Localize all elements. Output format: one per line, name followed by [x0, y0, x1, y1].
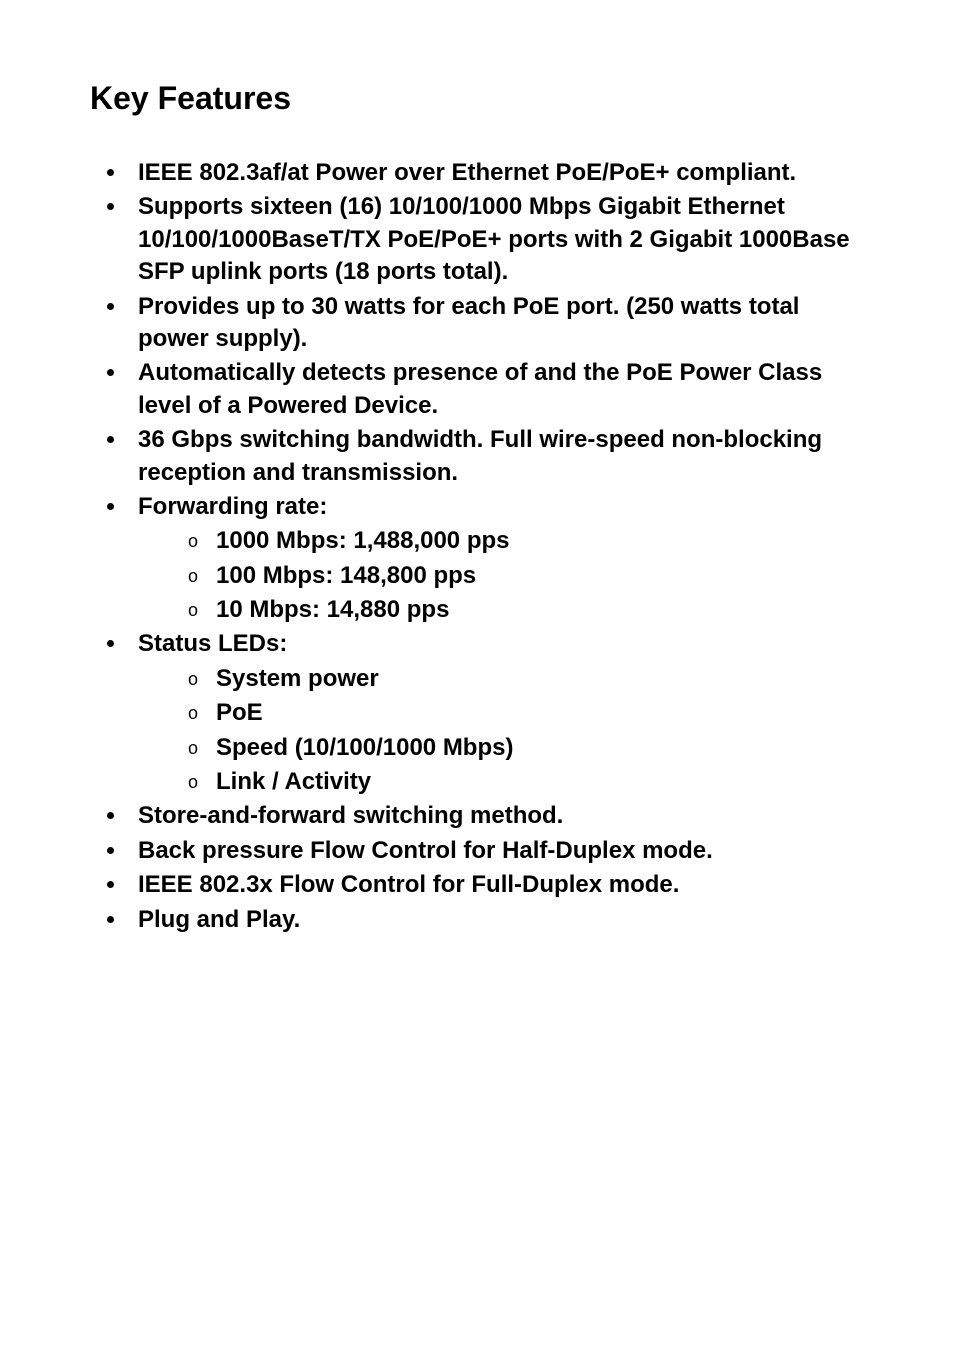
- list-item: IEEE 802.3af/at Power over Ethernet PoE/…: [128, 157, 864, 189]
- page-title: Key Features: [90, 80, 864, 117]
- sub-list-item: 10 Mbps: 14,880 pps: [188, 594, 864, 626]
- list-item: 36 Gbps switching bandwidth. Full wire-s…: [128, 424, 864, 489]
- list-item: Provides up to 30 watts for each PoE por…: [128, 291, 864, 356]
- sub-list: 1000 Mbps: 1,488,000 pps 100 Mbps: 148,8…: [138, 525, 864, 626]
- sub-list-item: Speed (10/100/1000 Mbps): [188, 732, 864, 764]
- list-item: Automatically detects presence of and th…: [128, 357, 864, 422]
- sub-list-item: PoE: [188, 697, 864, 729]
- list-item: Back pressure Flow Control for Half-Dupl…: [128, 835, 864, 867]
- list-item: Plug and Play.: [128, 904, 864, 936]
- list-item: IEEE 802.3x Flow Control for Full-Duplex…: [128, 869, 864, 901]
- list-item: Supports sixteen (16) 10/100/1000 Mbps G…: [128, 191, 864, 288]
- list-item: Status LEDs: System power PoE Speed (10/…: [128, 628, 864, 798]
- sub-list-item: Link / Activity: [188, 766, 864, 798]
- feature-list: IEEE 802.3af/at Power over Ethernet PoE/…: [90, 157, 864, 936]
- list-item: Forwarding rate: 1000 Mbps: 1,488,000 pp…: [128, 491, 864, 627]
- sub-list-item: 100 Mbps: 148,800 pps: [188, 560, 864, 592]
- list-item: Store-and-forward switching method.: [128, 800, 864, 832]
- sub-list-item: System power: [188, 663, 864, 695]
- sub-list-item: 1000 Mbps: 1,488,000 pps: [188, 525, 864, 557]
- sub-list: System power PoE Speed (10/100/1000 Mbps…: [138, 663, 864, 799]
